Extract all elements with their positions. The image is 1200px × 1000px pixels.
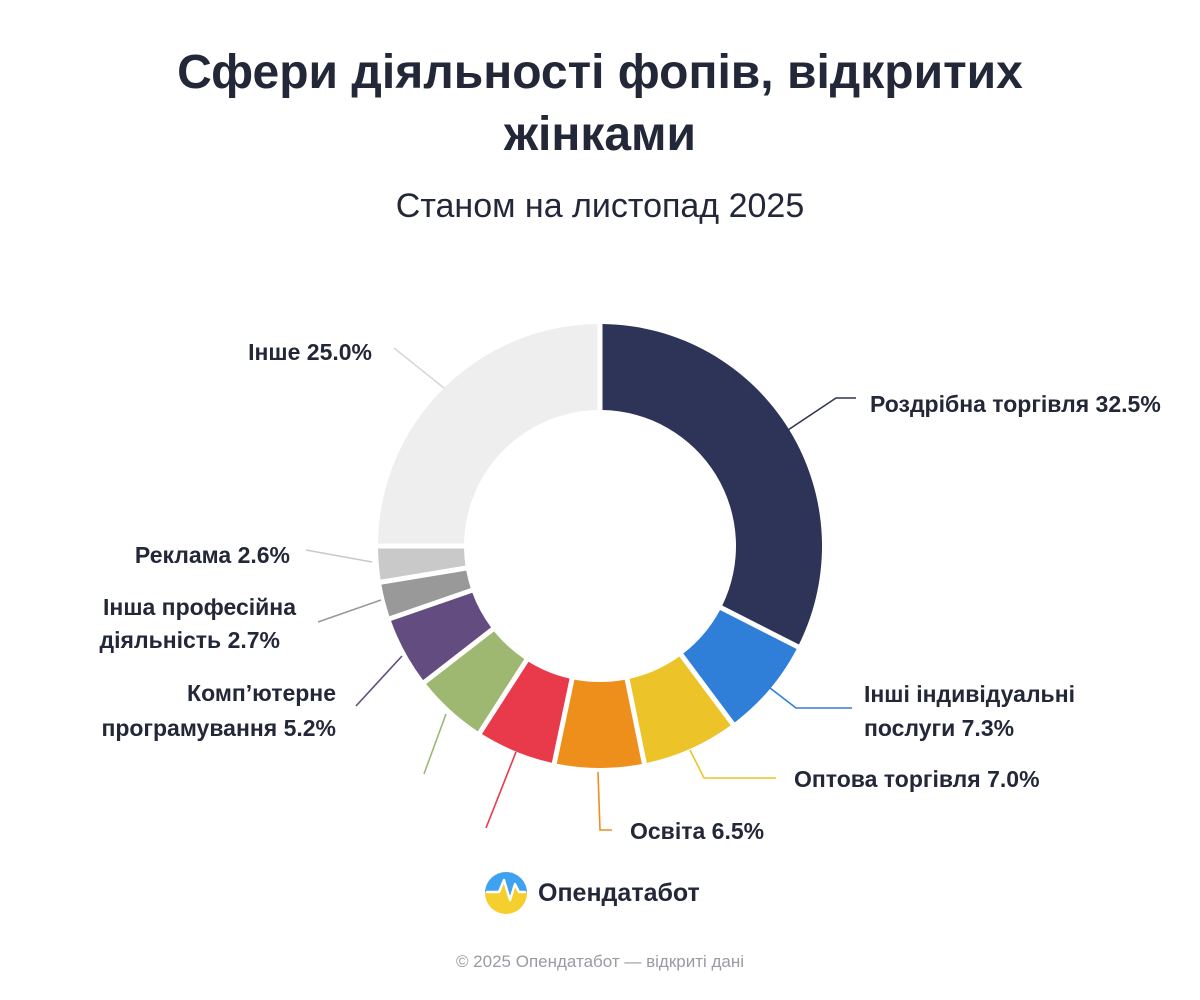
- chart-title-line-1: Сфери діяльності фопів, відкритих: [177, 46, 1023, 99]
- donut-slice-3: [629, 656, 731, 764]
- slice-label-7-line-2: програмування 5.2%: [101, 715, 336, 741]
- leader-line-4: [597, 771, 612, 831]
- leader-line-9: [305, 549, 373, 563]
- chart-title-line-2: жінками: [503, 108, 697, 161]
- slice-label-1-line-1: Роздрібна торгівля 32.5%: [870, 391, 1161, 417]
- donut-slice-9: [378, 548, 466, 580]
- slice-label-8-line-1: Інша професійна: [103, 594, 296, 620]
- leader-line-7: [355, 655, 403, 707]
- donut-slice-10: [378, 324, 598, 544]
- slice-label-7-line-1: Комп’ютерне: [187, 680, 336, 706]
- donut-slice-2: [683, 609, 797, 723]
- slice-label-2-line-1: Інші індивідуальні: [864, 681, 1075, 707]
- donut-slices: [378, 324, 823, 768]
- leader-line-3: [689, 749, 776, 779]
- donut-slice-7: [391, 592, 492, 681]
- slice-label-3-line-1: Оптова торгівля 7.0%: [794, 766, 1040, 792]
- slice-label-9-line-1: Реклама 2.6%: [135, 542, 290, 568]
- slice-label-10-line-1: Інше 25.0%: [248, 339, 372, 365]
- leader-line-8: [317, 599, 382, 623]
- donut-slice-8: [381, 570, 471, 617]
- footer-copyright: © 2025 Опендатабот — відкриті дані: [455, 952, 745, 971]
- slice-labels: Роздрібна торгівля 32.5% Інші індивідуаль…: [100, 339, 1161, 844]
- leader-line-5: [485, 751, 517, 829]
- label-leader-lines: [305, 347, 856, 831]
- donut-slice-5: [481, 661, 570, 763]
- donut-slice-6: [426, 631, 525, 732]
- slice-label-8-line-2: діяльність 2.7%: [100, 627, 280, 653]
- leader-line-6: [423, 713, 447, 775]
- slice-label-4-line-1: Освіта 6.5%: [630, 818, 764, 844]
- brand: Опендатабот: [484, 870, 700, 916]
- slice-label-2-line-2: послуги 7.3%: [864, 715, 1014, 741]
- chart-title: Сфери діяльності фопів, відкритих жінкам…: [100, 42, 1100, 166]
- donut-slice-4: [556, 679, 642, 768]
- leader-line-10: [393, 347, 445, 389]
- donut-slice-1: [602, 324, 823, 645]
- opendatabot-logo-icon: [485, 872, 527, 914]
- leader-line-1: [787, 397, 856, 431]
- leader-line-2: [769, 687, 852, 709]
- brand-name: Опендатабот: [538, 878, 700, 907]
- chart-subtitle: Станом на листопад 2025: [395, 187, 805, 225]
